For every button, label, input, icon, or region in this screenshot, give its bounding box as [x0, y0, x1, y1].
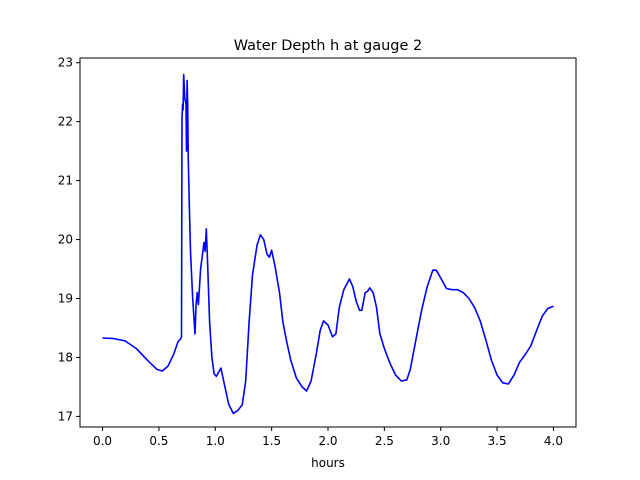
- x-tick-label: 3.5: [488, 434, 507, 448]
- plot-area: [102, 73, 554, 415]
- y-tick-label: 18: [58, 350, 73, 364]
- x-tick-label: 0.0: [93, 434, 112, 448]
- y-axis: 17 18 19 20 21 22 23: [58, 56, 80, 423]
- water-depth-line: [102, 73, 554, 415]
- y-tick-label: 21: [58, 174, 73, 188]
- x-axis-label: hours: [311, 456, 345, 470]
- x-tick-label: 4.0: [544, 434, 563, 448]
- y-tick-label: 17: [58, 409, 73, 423]
- x-tick-label: 1.5: [262, 434, 281, 448]
- x-tick-label: 0.5: [149, 434, 168, 448]
- y-tick-label: 23: [58, 56, 73, 70]
- x-tick-label: 2.0: [318, 434, 337, 448]
- x-axis: 0.0 0.5 1.0 1.5 2.0 2.5 3.0 3.5 4.0: [93, 427, 563, 448]
- y-tick-label: 20: [58, 233, 73, 247]
- axes-frame: [79, 57, 577, 428]
- y-tick-label: 19: [58, 291, 73, 305]
- x-tick-label: 3.0: [431, 434, 450, 448]
- chart-title: Water Depth h at gauge 2: [234, 38, 422, 54]
- x-tick-label: 2.5: [375, 434, 394, 448]
- x-tick-label: 1.0: [206, 434, 225, 448]
- y-tick-label: 22: [58, 115, 73, 129]
